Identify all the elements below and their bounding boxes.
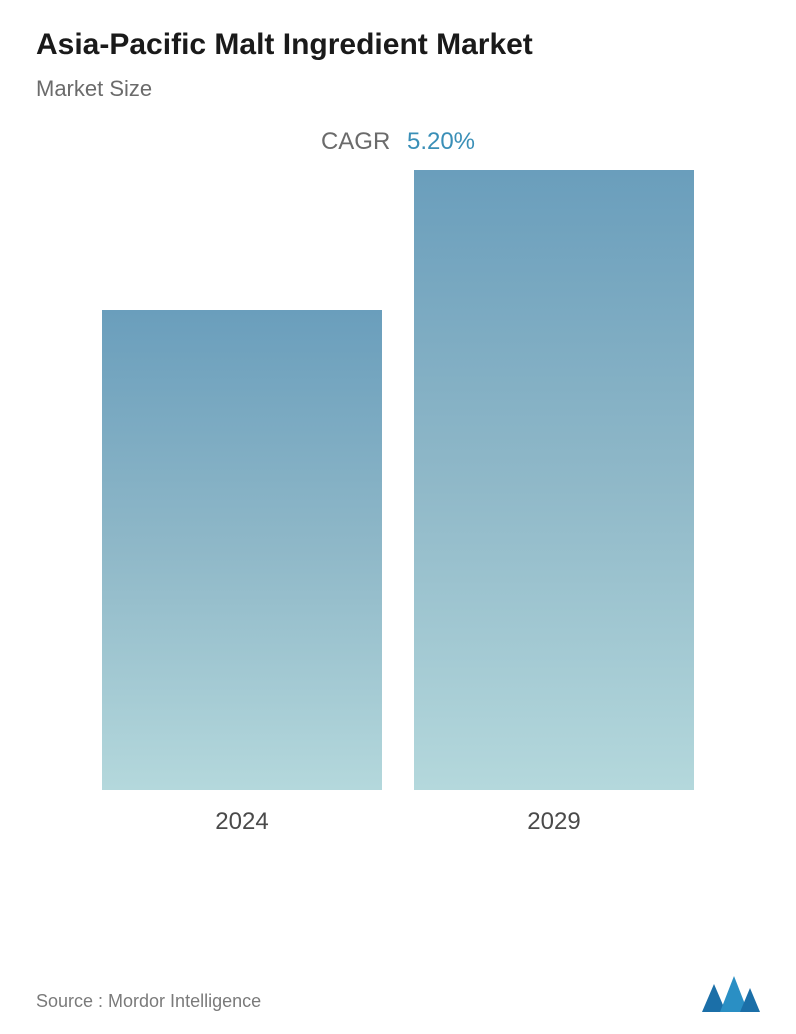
bar-group-0: 2024 [102,310,382,836]
cagr-label: CAGR [321,128,390,155]
source-text: Source : Mordor Intelligence [36,991,261,1012]
logo-icon [702,974,760,1012]
cagr-row: CAGR 5.20% [36,128,760,156]
brand-logo [702,974,760,1012]
bar-1 [414,170,694,790]
footer: Source : Mordor Intelligence [36,974,760,1012]
bar-chart: 2024 2029 [66,196,730,876]
page-title: Asia-Pacific Malt Ingredient Market [36,28,760,62]
cagr-value: 5.20% [407,128,475,155]
bar-label-1: 2029 [527,808,580,836]
subtitle: Market Size [36,76,760,102]
bar-label-0: 2024 [215,808,268,836]
bar-0 [102,310,382,790]
bars-container: 2024 2029 [66,196,730,836]
bar-group-1: 2029 [414,170,694,836]
